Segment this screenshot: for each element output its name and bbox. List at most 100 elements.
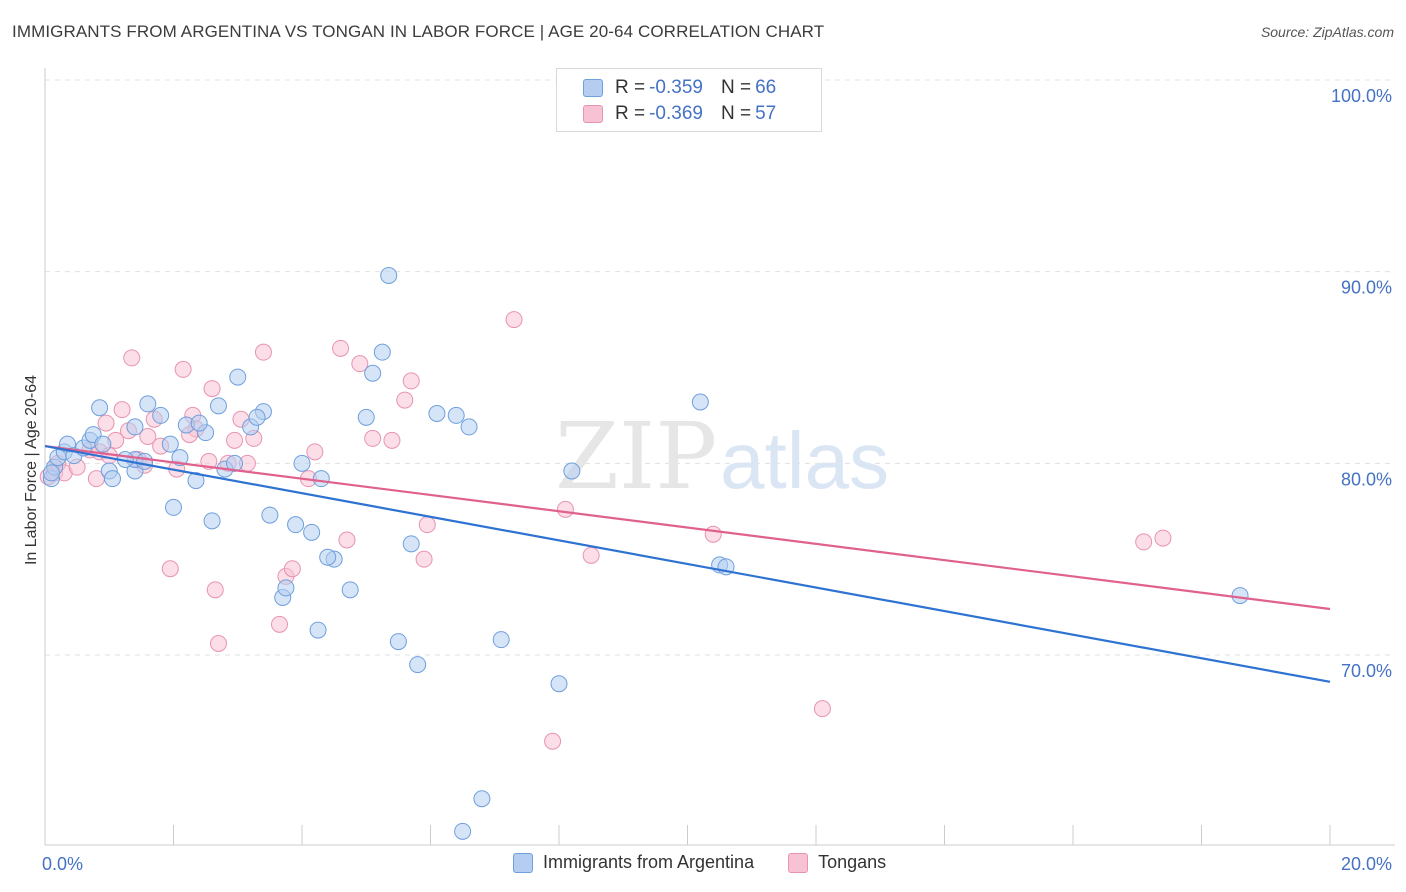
argentina-point — [357, 408, 375, 426]
tongans-point — [206, 581, 224, 599]
tongans-point — [415, 550, 433, 568]
legend-n-value: 66 — [755, 77, 777, 98]
tongans-point — [113, 401, 131, 419]
tongans-point — [123, 349, 141, 367]
argentina-point — [229, 368, 247, 386]
y-tick-label: 80.0% — [1341, 469, 1392, 489]
bottom-legend-argentina: Immigrants from Argentina — [513, 852, 754, 873]
argentina-point — [460, 418, 478, 436]
tongans-point — [1154, 529, 1172, 547]
argentina-point — [312, 470, 330, 488]
argentina-point — [428, 405, 446, 422]
argentina-point — [277, 579, 295, 597]
argentina-point — [473, 790, 491, 808]
trend-lines — [44, 444, 1331, 683]
argentina-point — [319, 548, 337, 566]
tongans-point — [582, 546, 600, 564]
argentina-point — [165, 498, 182, 516]
argentina-point — [152, 406, 170, 424]
argentina-point — [409, 656, 427, 674]
argentina-point — [309, 621, 327, 639]
tongans-point — [338, 531, 356, 549]
argentina-point — [103, 470, 121, 488]
y-tick-label: 100.0% — [1331, 86, 1392, 106]
legend-row-tongans: R = -0.369 N = 57 — [583, 102, 780, 126]
argentina-point — [402, 535, 420, 553]
argentina-point — [91, 399, 109, 417]
tongans-point — [226, 431, 244, 449]
watermark-zip: ZIP — [555, 403, 717, 510]
tongans-point — [544, 732, 562, 750]
argentina-points — [42, 267, 1249, 840]
tongans-point — [704, 525, 722, 543]
argentina-point — [550, 675, 568, 693]
tongans-point — [396, 391, 414, 409]
argentina-point — [248, 408, 266, 426]
x-tick-label-min: 0.0% — [42, 854, 83, 874]
argentina-point — [293, 454, 311, 472]
tongans-point — [161, 560, 179, 578]
argentina-point — [380, 267, 398, 284]
tongans-point — [418, 516, 436, 534]
argentina-point — [261, 506, 279, 524]
argentina-point — [126, 418, 144, 436]
argentina-point — [136, 452, 154, 470]
legend-row-argentina: R = -0.359 N = 66 — [583, 76, 780, 100]
bottom-legend-swatch-blue — [513, 852, 533, 873]
argentina-point — [1231, 587, 1249, 605]
watermark-atlas: atlas — [720, 416, 889, 505]
tongans-point — [209, 635, 227, 652]
gridlines — [45, 79, 1395, 656]
tongans-point — [364, 429, 382, 447]
argentina-point — [454, 822, 472, 840]
watermark: ZIP atlas — [555, 403, 889, 510]
bottom-legend-swatch-pink — [788, 852, 809, 873]
legend-r-value: -0.369 — [649, 103, 703, 124]
y-tick-labels: 70.0% 80.0% 90.0% 100.0% — [1331, 86, 1392, 681]
tongans-point — [351, 355, 369, 373]
argentina-point — [42, 464, 60, 482]
argentina-point — [94, 435, 112, 453]
tongans-point — [283, 560, 301, 578]
tongans-point — [813, 700, 831, 718]
axes — [44, 68, 1395, 846]
y-tick-label: 70.0% — [1341, 661, 1392, 681]
argentina-point — [447, 406, 465, 424]
argentina-point — [691, 393, 709, 411]
legend-n-label: N = — [720, 103, 752, 124]
y-axis-label: In Labor Force | Age 20-64 — [23, 375, 40, 565]
argentina-point — [389, 633, 407, 651]
chart-title: IMMIGRANTS FROM ARGENTINA VS TONGAN IN L… — [12, 22, 825, 41]
tongans-point — [203, 380, 221, 398]
tongans-point — [1135, 533, 1153, 551]
tongans-point — [254, 343, 272, 361]
legend-r-label: R = — [615, 77, 646, 98]
tongans-point — [556, 500, 574, 518]
argentina-point — [563, 462, 581, 480]
argentina-point — [492, 631, 510, 649]
tongans-point — [402, 372, 420, 390]
argentina-point — [161, 435, 179, 453]
argentina-point — [190, 414, 208, 432]
argentina-point — [226, 454, 244, 472]
y-tick-label: 90.0% — [1341, 278, 1392, 298]
argentina-point — [187, 472, 205, 490]
argentina-point — [139, 395, 157, 413]
argentina-point — [364, 364, 382, 382]
tongans-point — [139, 428, 157, 445]
argentina-point — [287, 516, 305, 534]
tongans-points — [39, 311, 1172, 750]
argentina-point — [203, 512, 221, 530]
argentina-point — [303, 523, 321, 541]
legend-r-label: R = — [615, 103, 646, 124]
argentina-point — [373, 343, 391, 361]
tongans-point — [174, 360, 192, 378]
bottom-legend-tongans: Tongans — [788, 852, 886, 873]
bottom-legend-label: Immigrants from Argentina — [543, 852, 755, 872]
legend: R = -0.359 N = 66 R = -0.369 N = 57 — [556, 68, 822, 132]
tongans-point — [383, 431, 401, 449]
bottom-legend: Immigrants from Argentina Tongans — [513, 852, 920, 873]
tongans-point — [332, 339, 350, 357]
legend-r-value: -0.359 — [649, 77, 703, 98]
